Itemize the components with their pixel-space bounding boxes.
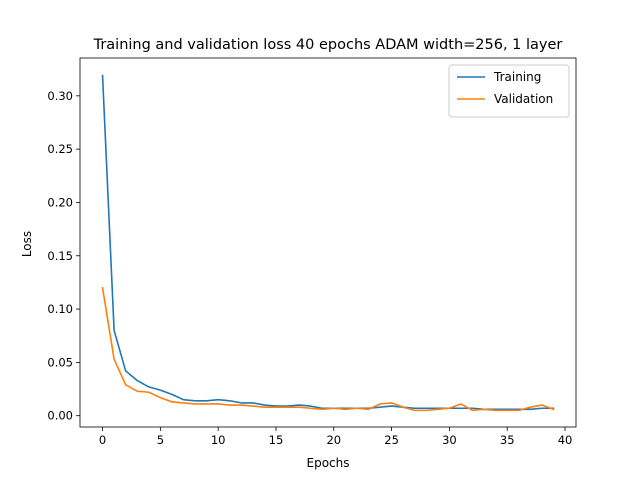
legend: Training Validation — [448, 64, 570, 118]
x-tick-label: 20 — [326, 433, 341, 447]
x-tick-label: 35 — [500, 433, 515, 447]
y-axis-ticks: 0.00 0.05 0.10 0.15 0.20 0.25 0.30 — [47, 89, 80, 423]
x-tick-label: 5 — [157, 433, 164, 447]
y-tick-label: 0.00 — [47, 409, 73, 423]
legend-box — [448, 64, 570, 118]
x-axis-ticks: 0 5 10 15 20 25 30 35 40 — [99, 427, 572, 447]
x-tick-label: 30 — [442, 433, 457, 447]
y-tick-label: 0.15 — [47, 249, 73, 263]
y-tick-label: 0.10 — [47, 302, 73, 316]
y-axis-label: Loss — [20, 231, 34, 257]
y-tick-label: 0.05 — [47, 355, 73, 369]
x-tick-label: 25 — [384, 433, 399, 447]
x-tick-label: 0 — [99, 433, 106, 447]
y-tick-label: 0.25 — [47, 142, 73, 156]
legend-label-training: Training — [493, 70, 541, 84]
plot-frame — [79, 57, 577, 428]
x-tick-label: 15 — [269, 433, 284, 447]
y-tick-label: 0.20 — [47, 195, 73, 209]
y-tick-label: 0.30 — [47, 89, 73, 103]
x-tick-label: 10 — [211, 433, 226, 447]
series-lines — [101, 74, 555, 412]
x-axis-label: Epochs — [307, 456, 350, 470]
series-line-validation — [101, 286, 555, 412]
chart-title: Training and validation loss 40 epochs A… — [93, 37, 563, 53]
legend-label-validation: Validation — [494, 92, 553, 106]
series-line-training — [101, 74, 555, 411]
x-tick-label: 40 — [558, 433, 573, 447]
